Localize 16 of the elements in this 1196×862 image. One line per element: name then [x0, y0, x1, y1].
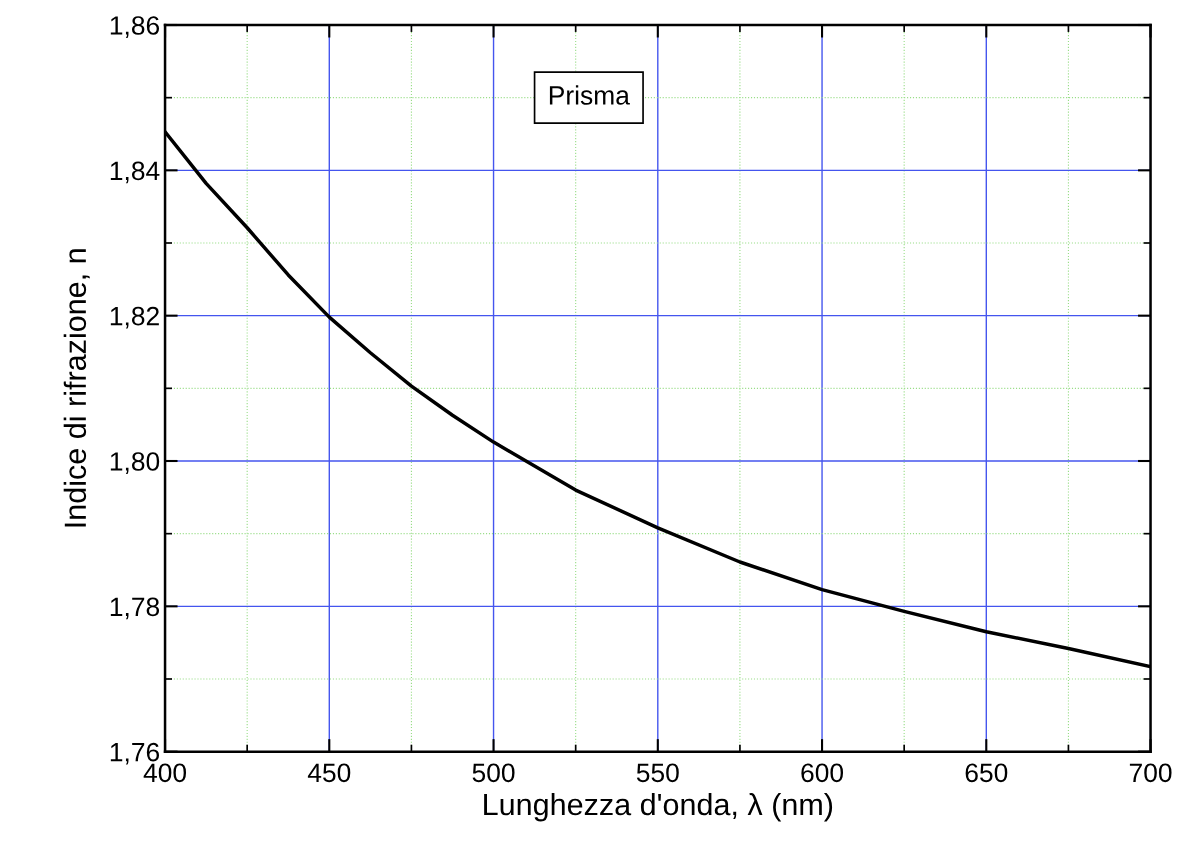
- y-tick-label: 1,78: [110, 597, 160, 620]
- x-tick-label: 450: [307, 763, 351, 783]
- y-tick-label: 1,84: [110, 161, 160, 184]
- x-tick-label: 650: [965, 763, 1008, 783]
- x-axis-title: Lunghezza d'onda, λ (nm): [484, 792, 833, 822]
- x-tick-label: 600: [801, 763, 844, 783]
- annotation: Prisma: [549, 85, 630, 105]
- y-tick-label: 1,76: [110, 742, 160, 765]
- x-tick-label: 400: [143, 763, 187, 783]
- y-tick-label: 1,82: [110, 306, 159, 329]
- x-tick-label: 700: [1129, 763, 1172, 783]
- x-tick-label: 500: [472, 763, 515, 783]
- x-tick-label: 550: [636, 763, 679, 783]
- y-tick-label: 1,86: [110, 16, 160, 38]
- y-tick-label: 1,80: [110, 452, 160, 474]
- y-axis-title: Indice di rifrazione, n: [63, 249, 90, 527]
